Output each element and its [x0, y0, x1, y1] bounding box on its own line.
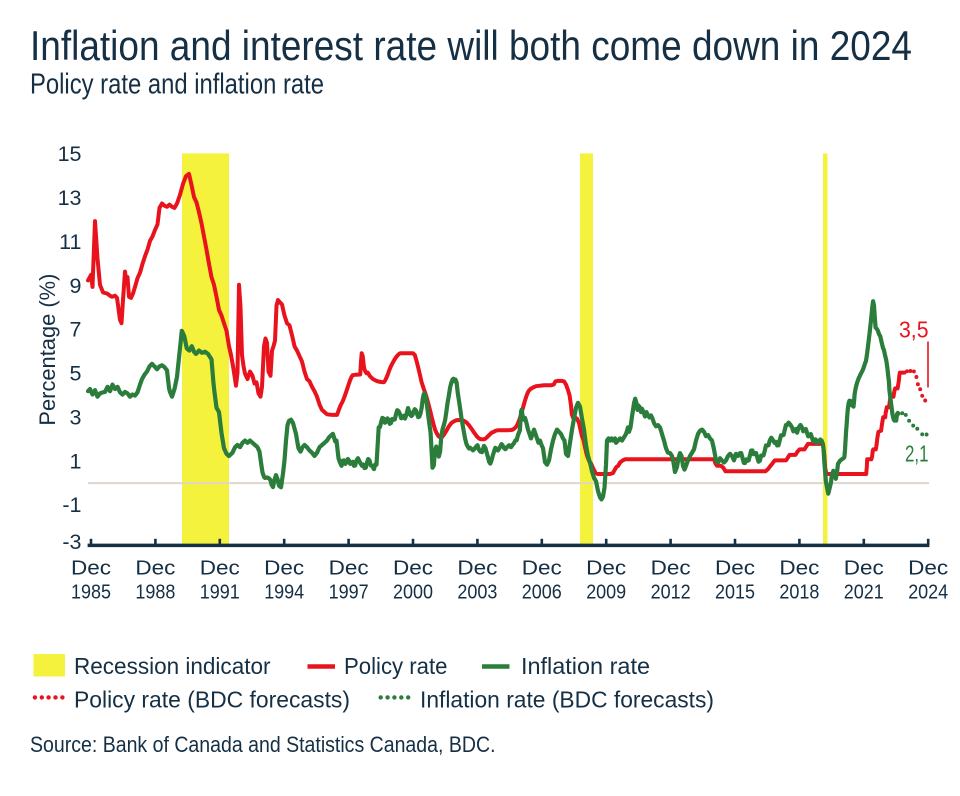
svg-text:Source: Bank of Canada and Sta: Source: Bank of Canada and Statistics Ca…: [30, 732, 496, 757]
svg-text:Percentage (%): Percentage (%): [35, 274, 60, 426]
svg-text:2006: 2006: [522, 582, 562, 604]
svg-text:1997: 1997: [329, 582, 369, 604]
svg-text:2012: 2012: [651, 582, 691, 604]
svg-text:Dec: Dec: [715, 558, 755, 580]
svg-text:2,1: 2,1: [905, 441, 929, 467]
svg-text:Dec: Dec: [522, 558, 562, 580]
svg-text:Policy rate and inflation rate: Policy rate and inflation rate: [30, 69, 324, 101]
svg-text:1991: 1991: [200, 582, 240, 604]
svg-text:Dec: Dec: [457, 558, 497, 580]
svg-text:5: 5: [70, 362, 82, 386]
svg-text:2003: 2003: [457, 582, 497, 604]
svg-text:Dec: Dec: [200, 558, 240, 580]
svg-text:Dec: Dec: [908, 558, 948, 580]
svg-text:1988: 1988: [135, 582, 175, 604]
svg-text:1994: 1994: [264, 582, 304, 604]
svg-text:Dec: Dec: [71, 558, 111, 580]
svg-text:Dec: Dec: [135, 558, 175, 580]
svg-text:Inflation and interest rate wi: Inflation and interest rate will both co…: [30, 22, 912, 69]
svg-text:Recession indicator: Recession indicator: [74, 653, 271, 679]
svg-text:Dec: Dec: [586, 558, 626, 580]
svg-text:Inflation rate: Inflation rate: [521, 653, 650, 679]
svg-text:3: 3: [70, 405, 82, 429]
svg-text:-1: -1: [62, 493, 81, 517]
svg-text:2021: 2021: [844, 582, 884, 604]
svg-text:2015: 2015: [715, 582, 755, 604]
svg-text:Dec: Dec: [844, 558, 884, 580]
svg-text:15: 15: [58, 142, 82, 166]
svg-text:1985: 1985: [71, 582, 111, 604]
svg-text:7: 7: [70, 318, 82, 342]
svg-text:Dec: Dec: [651, 558, 691, 580]
svg-text:Dec: Dec: [264, 558, 304, 580]
svg-text:2018: 2018: [779, 582, 819, 604]
svg-text:Policy rate (BDC forecasts): Policy rate (BDC forecasts): [74, 687, 350, 713]
svg-text:2000: 2000: [393, 582, 433, 604]
svg-text:-3: -3: [62, 530, 81, 554]
svg-text:Dec: Dec: [779, 558, 819, 580]
svg-text:2024: 2024: [908, 582, 948, 604]
svg-text:1: 1: [70, 449, 82, 473]
svg-text:2009: 2009: [586, 582, 626, 604]
svg-text:11: 11: [59, 230, 81, 254]
svg-text:Policy rate: Policy rate: [344, 653, 448, 679]
svg-text:Dec: Dec: [393, 558, 433, 580]
svg-text:Dec: Dec: [329, 558, 369, 580]
svg-text:Inflation rate (BDC forecasts): Inflation rate (BDC forecasts): [420, 687, 714, 713]
svg-text:13: 13: [58, 186, 82, 210]
svg-text:3,5: 3,5: [899, 317, 929, 343]
svg-text:9: 9: [70, 274, 82, 298]
